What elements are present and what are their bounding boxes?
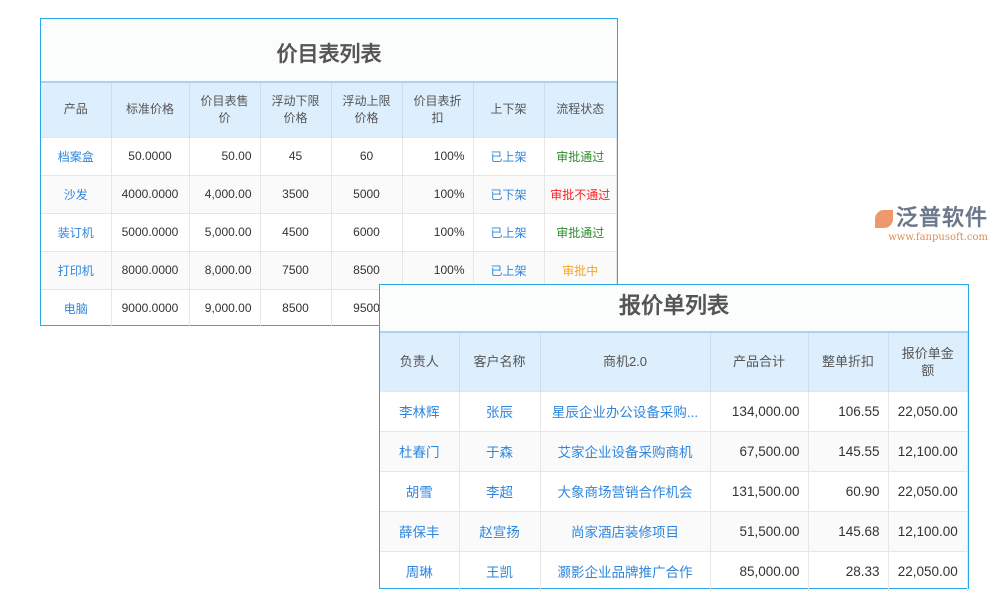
table-cell: 12,100.00 xyxy=(888,430,968,471)
table-cell: 145.68 xyxy=(808,510,889,551)
column-header[interactable]: 浮动上限价格 xyxy=(331,81,403,137)
table-cell: 50.0000 xyxy=(111,136,190,175)
table-cell: 6000 xyxy=(331,212,403,251)
table-cell[interactable]: 杜春门 xyxy=(380,430,460,471)
table-cell[interactable]: 打印机 xyxy=(41,250,112,289)
table-cell[interactable]: 装订机 xyxy=(41,212,112,251)
table-cell: 8,000.00 xyxy=(189,250,261,289)
table-cell: 审批通过 xyxy=(544,136,617,175)
table-row[interactable]: 胡雪 李超 大象商场营销合作机会 131,500.00 60.90 22,050.00 xyxy=(380,470,968,511)
table-cell[interactable]: 胡雪 xyxy=(380,470,460,511)
table-cell[interactable]: 张辰 xyxy=(459,390,541,431)
table-cell: 67,500.00 xyxy=(710,430,809,471)
quote-list-panel: 报价单列表 负责人 客户名称 商机2.0 产品合计 整单折扣 报价单金额 李林辉 张辰 星辰企… xyxy=(379,284,969,591)
table-row[interactable]: 打印机 8000.0000 8,000.00 7500 8500 100% 已上架 审批中 xyxy=(41,250,617,289)
table-cell[interactable]: 薛保丰 xyxy=(380,510,460,551)
column-header[interactable]: 标准价格 xyxy=(111,81,190,137)
table-cell: 9000.0000 xyxy=(111,288,190,327)
table-cell: 4,000.00 xyxy=(189,174,261,213)
table-cell: 100% xyxy=(402,174,474,213)
table-row[interactable]: 沙发 4000.0000 4,000.00 3500 5000 100% 已下架 审批不通过 xyxy=(41,174,617,213)
table-cell: 131,500.00 xyxy=(710,470,809,511)
table-cell: 4500 xyxy=(260,212,332,251)
table-cell[interactable]: 已上架 xyxy=(473,212,545,251)
price-list-panel: 价目表列表 产品 标准价格 价目表售价 浮动下限价格 浮动上限价格 价目表折扣 上下架 流程状… xyxy=(40,18,618,327)
table-cell[interactable]: 已上架 xyxy=(473,250,545,289)
table-cell: 8500 xyxy=(260,288,332,327)
table-cell[interactable]: 已上架 xyxy=(473,136,545,175)
column-header[interactable]: 负责人 xyxy=(380,331,460,391)
table-cell[interactable]: 星辰企业办公设备采购... xyxy=(540,390,711,431)
table-cell: 22,050.00 xyxy=(888,550,968,591)
table-cell: 85,000.00 xyxy=(710,550,809,591)
column-header[interactable]: 价目表折扣 xyxy=(402,81,474,137)
table-cell[interactable]: 李林辉 xyxy=(380,390,460,431)
column-header[interactable]: 产品 xyxy=(41,81,112,137)
table-cell: 51,500.00 xyxy=(710,510,809,551)
table-cell[interactable]: 赵宣扬 xyxy=(459,510,541,551)
table-cell[interactable]: 已下架 xyxy=(473,174,545,213)
column-header[interactable]: 产品合计 xyxy=(710,331,809,391)
table-cell: 7500 xyxy=(260,250,332,289)
column-header[interactable]: 浮动下限价格 xyxy=(260,81,332,137)
table-row[interactable]: 装订机 5000.0000 5,000.00 4500 6000 100% 已上架 审批通过 xyxy=(41,212,617,251)
table-row[interactable]: 李林辉 张辰 星辰企业办公设备采购... 134,000.00 106.55 22,050… xyxy=(380,390,968,431)
table-cell: 100% xyxy=(402,136,474,175)
table-cell: 145.55 xyxy=(808,430,889,471)
table-cell[interactable]: 大象商场营销合作机会 xyxy=(540,470,711,511)
watermark-name: 泛普软件 xyxy=(895,205,988,230)
table-cell[interactable]: 于森 xyxy=(459,430,541,471)
table-cell: 5000 xyxy=(331,174,403,213)
table-row[interactable]: 薛保丰 赵宣扬 尚家酒店装修项目 51,500.00 145.68 12,100.00 xyxy=(380,510,968,551)
table-cell: 60 xyxy=(331,136,403,175)
table-cell: 45 xyxy=(260,136,332,175)
table-cell[interactable]: 档案盒 xyxy=(41,136,112,175)
column-header[interactable]: 整单折扣 xyxy=(808,331,889,391)
table-row[interactable]: 杜春门 于森 艾家企业设备采购商机 67,500.00 145.55 12,100.00 xyxy=(380,430,968,471)
table-cell: 5,000.00 xyxy=(189,212,261,251)
table-cell: 8500 xyxy=(331,250,403,289)
table-cell[interactable]: 灏影企业品牌推广合作 xyxy=(540,550,711,591)
table-cell[interactable]: 艾家企业设备采购商机 xyxy=(540,430,711,471)
table-cell: 12,100.00 xyxy=(888,510,968,551)
quote-list-table: 负责人 客户名称 商机2.0 产品合计 整单折扣 报价单金额 李林辉 张辰 星辰企业办公设备采… xyxy=(380,331,968,591)
watermark-url: www.fanpusoft.com xyxy=(888,232,988,243)
quote-list-title: 报价单列表 xyxy=(380,285,968,331)
table-cell[interactable]: 李超 xyxy=(459,470,541,511)
table-cell: 3500 xyxy=(260,174,332,213)
table-cell: 审批中 xyxy=(544,250,617,289)
table-cell: 9,000.00 xyxy=(189,288,261,327)
table-cell[interactable]: 沙发 xyxy=(41,174,112,213)
table-cell: 134,000.00 xyxy=(710,390,809,431)
table-cell: 106.55 xyxy=(808,390,889,431)
table-cell[interactable]: 周琳 xyxy=(380,550,460,591)
table-cell: 8000.0000 xyxy=(111,250,190,289)
column-header[interactable]: 流程状态 xyxy=(544,81,617,137)
price-list-table: 产品 标准价格 价目表售价 浮动下限价格 浮动上限价格 价目表折扣 上下架 流程状态 档案盒 5… xyxy=(41,81,617,327)
table-cell[interactable]: 电脑 xyxy=(41,288,112,327)
column-header[interactable]: 客户名称 xyxy=(459,331,541,391)
table-row[interactable]: 周琳 王凯 灏影企业品牌推广合作 85,000.00 28.33 22,050.00 xyxy=(380,550,968,591)
table-cell: 60.90 xyxy=(808,470,889,511)
column-header[interactable]: 上下架 xyxy=(473,81,545,137)
table-cell: 100% xyxy=(402,212,474,251)
table-row[interactable]: 档案盒 50.0000 50.00 45 60 100% 已上架 审批通过 xyxy=(41,136,617,175)
price-list-title: 价目表列表 xyxy=(41,19,617,81)
table-cell: 100% xyxy=(402,250,474,289)
table-cell: 审批不通过 xyxy=(544,174,617,213)
column-header[interactable]: 商机2.0 xyxy=(540,331,711,391)
table-cell: 审批通过 xyxy=(544,212,617,251)
table-cell: 4000.0000 xyxy=(111,174,190,213)
table-cell: 5000.0000 xyxy=(111,212,190,251)
column-header[interactable]: 报价单金额 xyxy=(888,331,968,391)
table-cell[interactable]: 王凯 xyxy=(459,550,541,591)
logo-icon xyxy=(874,210,893,229)
table-cell[interactable]: 尚家酒店装修项目 xyxy=(540,510,711,551)
column-header[interactable]: 价目表售价 xyxy=(189,81,261,137)
table-cell: 28.33 xyxy=(808,550,889,591)
watermark-logo: 泛普软件 www.fanpusoft.com xyxy=(874,200,988,243)
table-cell: 22,050.00 xyxy=(888,390,968,431)
table-cell: 22,050.00 xyxy=(888,470,968,511)
table-cell: 50.00 xyxy=(189,136,261,175)
